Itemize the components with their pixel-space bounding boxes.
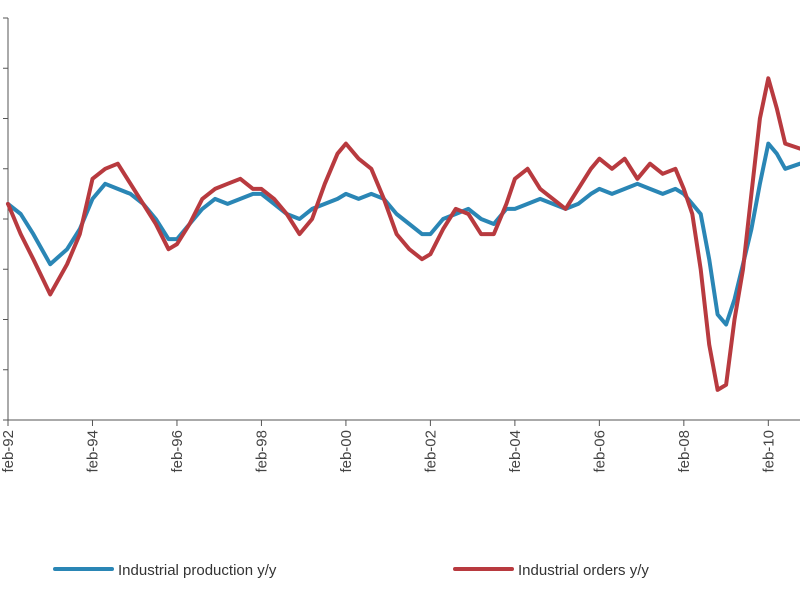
x-tick-label: feb-92 [0,430,17,473]
x-tick-label: feb-06 [591,430,608,473]
x-tick-label: feb-98 [253,430,270,473]
legend-label-industrial-orders: Industrial orders y/y [518,562,649,579]
x-tick-label: feb-94 [84,430,101,473]
series-layer [6,76,800,392]
x-tick-label: feb-10 [760,430,777,473]
x-tick-label: feb-02 [422,430,439,473]
series-line-industrial-production [6,141,800,327]
axis-layer [3,17,800,426]
x-tick-label: feb-00 [338,430,355,473]
x-tick-labels: feb-92 feb-94 feb-96 feb-98 feb-00 feb-02 feb-… [0,430,777,473]
x-tick-label: feb-04 [507,430,524,473]
legend: Industrial production y/y Industrial ord… [53,562,649,579]
x-tick-label: feb-08 [676,430,693,473]
series-line-industrial-orders [6,76,800,392]
legend-label-industrial-production: Industrial production y/y [118,562,277,579]
x-tick-label: feb-96 [169,430,186,473]
